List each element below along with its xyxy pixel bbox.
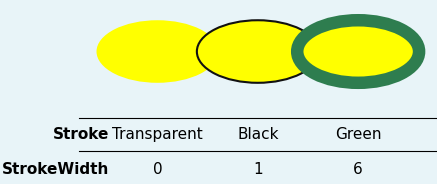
- Text: 6: 6: [353, 162, 363, 177]
- Text: Black: Black: [237, 127, 278, 142]
- Text: 0: 0: [153, 162, 162, 177]
- Text: 1: 1: [253, 162, 263, 177]
- Text: Green: Green: [335, 127, 382, 142]
- Circle shape: [97, 20, 218, 83]
- Circle shape: [197, 20, 319, 83]
- Circle shape: [297, 20, 419, 83]
- Text: Stroke: Stroke: [53, 127, 109, 142]
- Text: Transparent: Transparent: [112, 127, 203, 142]
- Text: StrokeWidth: StrokeWidth: [2, 162, 109, 177]
